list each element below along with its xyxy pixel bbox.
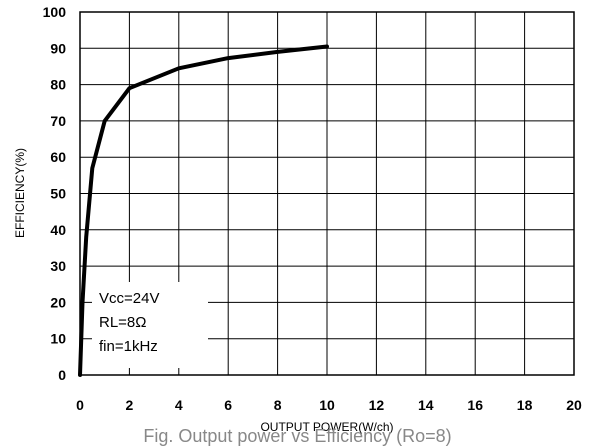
y-tick-labels: 0 10 20 30 40 50 60 70 80 90 100 [43, 4, 67, 383]
y-tick-label: 40 [50, 222, 66, 238]
annotation-rl: RL=8Ω [99, 314, 147, 331]
y-tick-label: 10 [50, 331, 66, 347]
x-tick-label: 10 [319, 397, 335, 413]
y-tick-label: 20 [50, 294, 66, 310]
x-tick-label: 0 [76, 397, 84, 413]
annotation-box [92, 282, 208, 368]
y-tick-label: 70 [50, 113, 66, 129]
y-tick-label: 50 [50, 186, 66, 202]
y-tick-label: 100 [43, 4, 67, 20]
x-tick-label: 4 [175, 397, 183, 413]
x-tick-label: 18 [517, 397, 533, 413]
y-tick-label: 0 [58, 367, 66, 383]
annotation-vcc: Vcc=24V [99, 290, 159, 307]
x-tick-label: 6 [224, 397, 232, 413]
x-tick-labels: 0 2 4 6 8 10 12 14 16 18 20 [76, 397, 582, 413]
x-axis-title: OUTPUT POWER(W/ch) [260, 420, 393, 434]
figure-caption: Fig. Output power vs Efficiency (Ro=8) [143, 426, 452, 446]
y-tick-label: 60 [50, 149, 66, 165]
y-axis-title: EFFICIENCY(%) [13, 148, 27, 238]
y-tick-label: 90 [50, 40, 66, 56]
x-tick-label: 8 [274, 397, 282, 413]
x-tick-label: 2 [126, 397, 134, 413]
plot-frame [79, 11, 575, 376]
efficiency-curve [78, 44, 329, 377]
annotation-fin: fin=1kHz [99, 338, 158, 355]
x-tick-label: 12 [369, 397, 385, 413]
x-tick-label: 16 [467, 397, 483, 413]
x-tick-label: 14 [418, 397, 434, 413]
y-tick-label: 80 [50, 77, 66, 93]
x-tick-label: 20 [566, 397, 582, 413]
y-tick-label: 30 [50, 258, 66, 274]
